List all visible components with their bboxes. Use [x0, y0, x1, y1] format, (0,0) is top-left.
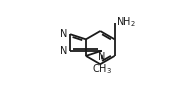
- Text: N: N: [60, 46, 67, 56]
- Text: N: N: [60, 29, 67, 39]
- Text: N: N: [98, 52, 105, 62]
- Text: CH$_3$: CH$_3$: [92, 62, 112, 76]
- Text: NH$_2$: NH$_2$: [116, 15, 136, 29]
